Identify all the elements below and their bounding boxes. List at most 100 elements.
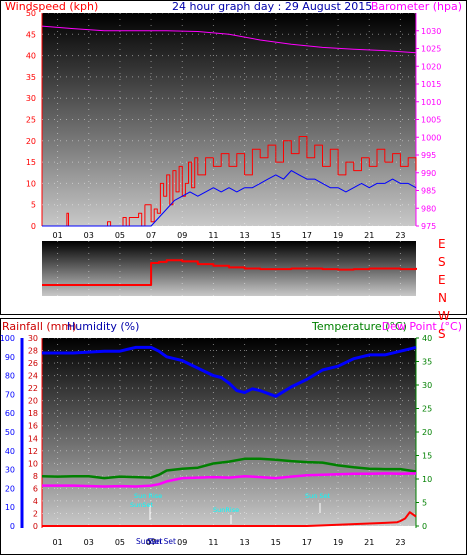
hour-tick-label: 21: [364, 231, 374, 240]
wind-axis-title: Windspeed (kph): [5, 0, 98, 13]
humidity-tick-label: 90: [5, 353, 15, 362]
sun-label-4: SunRise: [213, 506, 239, 514]
hour-tick-label: 23: [395, 538, 405, 547]
humidity-tick-label: 80: [5, 372, 15, 381]
baro-tick-label: 995: [421, 151, 436, 160]
hour-tick-label: 05: [115, 231, 125, 240]
baro-tick-label: 1010: [421, 98, 441, 107]
hour-tick-label: 07: [146, 538, 156, 547]
rain-tick-label: 26: [28, 359, 38, 368]
wind-tick-label: 25: [26, 116, 36, 125]
hour-tick-label: 11: [208, 231, 218, 240]
sun-label-6: Sun Set: [147, 537, 176, 546]
rain-tick-label: 24: [28, 372, 38, 381]
humidity-tick-label: 10: [5, 503, 15, 512]
wind-tick-label: 45: [26, 30, 36, 39]
temp-tick-label: 20: [422, 428, 432, 437]
temp-axis-title: Temperature (°C): [311, 320, 407, 333]
rain-tick-label: 18: [28, 409, 38, 418]
temp-tick-label: 0: [422, 522, 427, 531]
humidity-tick-label: 0: [10, 522, 15, 531]
temperature-line: [41, 457, 417, 480]
wind-average-line: [42, 170, 417, 227]
hour-tick-label: 07: [146, 231, 156, 240]
direction-label-2: S: [438, 255, 446, 269]
temp-plot-area: [42, 338, 416, 526]
hour-tick-label: 01: [52, 231, 62, 240]
tick-labels: 0510152025303540455097598098599099510001…: [0, 9, 441, 547]
wind-tick-label: 50: [26, 9, 36, 18]
sun-markers: Sun Rise Sun Set SunSet SunRise SunSet S…: [130, 492, 331, 546]
baro-tick-label: 980: [421, 204, 436, 213]
barometer-line: [41, 25, 417, 54]
humidity-tick-label: 30: [5, 466, 15, 475]
wind-tick-label: 40: [26, 52, 36, 61]
hour-tick-label: 15: [271, 538, 281, 547]
baro-tick-label: 1000: [421, 133, 441, 142]
humidity-tick-label: 70: [5, 390, 15, 399]
humidity-tick-label: 20: [5, 484, 15, 493]
hour-tick-label: 13: [239, 231, 249, 240]
humidity-tick-label: 40: [5, 447, 15, 456]
humidity-tick-label: 50: [5, 428, 15, 437]
baro-tick-label: 1005: [421, 116, 441, 125]
wind-tick-label: 0: [31, 222, 36, 231]
baro-tick-label: 1030: [421, 27, 441, 36]
sun-label-3: SunSet: [130, 501, 153, 509]
humidity-line: [42, 345, 417, 398]
sun-label-2: Sun Set: [305, 492, 331, 500]
rain-tick-label: 14: [28, 434, 38, 443]
rain-tick-label: 10: [28, 459, 38, 468]
hour-tick-label: 17: [302, 538, 312, 547]
wind-tick-label: 30: [26, 94, 36, 103]
baro-tick-label: 990: [421, 169, 436, 178]
hour-tick-label: 05: [115, 538, 125, 547]
temp-tick-label: 25: [422, 405, 432, 414]
rain-tick-label: 2: [33, 509, 38, 518]
humidity-tick-label: 100: [0, 334, 15, 343]
baro-axis-title: Barometer (hpa): [371, 0, 462, 13]
chart-title: 24 hour graph day : 29 August 2015: [172, 0, 372, 13]
rain-tick-label: 28: [28, 347, 38, 356]
wind-direction-line: [42, 259, 417, 286]
baro-tick-label: 1015: [421, 80, 441, 89]
hour-tick-label: 11: [208, 538, 218, 547]
direction-label-6: S: [438, 327, 446, 341]
hour-tick-label: 03: [84, 231, 94, 240]
sun-label-1: Sun Rise: [134, 492, 162, 500]
wind-tick-label: 5: [31, 201, 36, 210]
dewpoint-axis-title: Dew Point (°C): [382, 320, 462, 333]
rain-tick-label: 4: [33, 497, 38, 506]
series-lines: [41, 25, 417, 527]
temp-tick-label: 35: [422, 358, 432, 367]
hour-tick-label: 15: [271, 231, 281, 240]
baro-tick-label: 985: [421, 187, 436, 196]
wind-tick-label: 15: [26, 158, 36, 167]
hour-tick-label: 23: [395, 231, 405, 240]
direction-label-1: E: [438, 237, 446, 251]
rain-tick-label: 0: [33, 522, 38, 531]
rain-tick-label: 8: [33, 472, 38, 481]
dewpoint-line: [42, 472, 417, 488]
hour-tick-label: 09: [177, 231, 187, 240]
hour-tick-label: 19: [333, 538, 343, 547]
hour-tick-label: 13: [239, 538, 249, 547]
rain-tick-label: 20: [28, 397, 38, 406]
direction-label-3: E: [438, 273, 446, 287]
direction-label-4: N: [438, 291, 447, 305]
wind-tick-label: 20: [26, 137, 36, 146]
wind-tick-label: 10: [26, 179, 36, 188]
baro-tick-label: 1020: [421, 62, 441, 71]
rain-axis-title: Rainfall (mm): [2, 320, 76, 333]
temp-tick-label: 40: [422, 334, 432, 343]
temp-tick-label: 30: [422, 381, 432, 390]
temp-tick-label: 15: [422, 452, 432, 461]
rain-tick-label: 16: [28, 422, 38, 431]
temp-tick-label: 5: [422, 499, 427, 508]
rainfall-line: [42, 511, 417, 527]
rain-tick-label: 30: [28, 334, 38, 343]
direction-label-5: W: [438, 309, 450, 323]
wind-tick-label: 35: [26, 73, 36, 82]
rain-tick-label: 6: [33, 484, 38, 493]
